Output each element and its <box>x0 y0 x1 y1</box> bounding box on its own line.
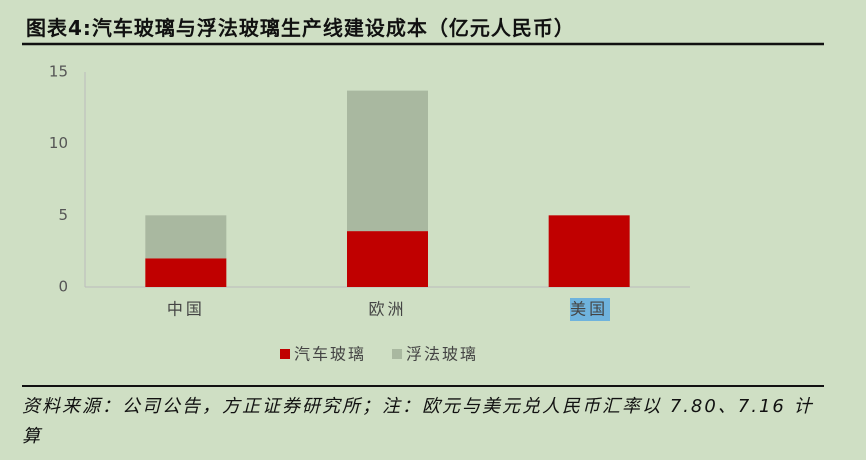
bar <box>145 215 227 259</box>
y-tick-label: 5 <box>58 206 68 224</box>
bar <box>548 215 630 287</box>
x-tick-label: 欧洲 <box>368 300 406 319</box>
bar <box>347 231 428 287</box>
y-tick-label: 15 <box>49 63 68 81</box>
bar <box>347 90 428 232</box>
y-tick-label: 10 <box>49 134 68 152</box>
legend-swatch <box>392 349 403 359</box>
y-tick-label: 0 <box>58 278 68 296</box>
legend-label: 浮法玻璃 <box>406 345 478 364</box>
x-tick-label: 中国 <box>167 300 205 319</box>
source-note: 资料来源：公司公告，方正证券研究所；注：欧元与美元兑人民币汇率以 7.80、7.… <box>22 396 814 447</box>
chart-title: 图表4:汽车玻璃与浮法玻璃生产线建设成本（亿元人民币） <box>26 16 575 40</box>
legend-label: 汽车玻璃 <box>294 345 366 364</box>
legend-swatch <box>280 349 290 359</box>
x-tick-label: 美国 <box>570 300 608 319</box>
selection-highlight <box>570 298 610 321</box>
bar <box>145 258 227 287</box>
